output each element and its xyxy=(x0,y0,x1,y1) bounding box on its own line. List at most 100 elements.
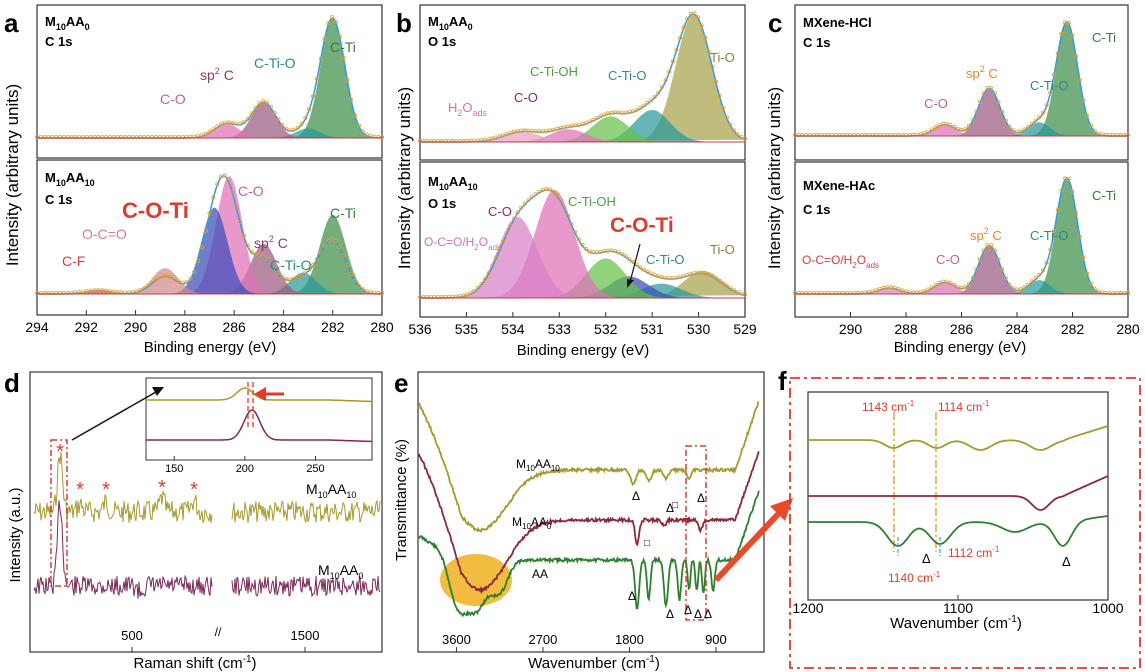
xps-raw-point xyxy=(796,290,801,295)
xps-raw-point xyxy=(743,292,748,297)
xps-raw-point xyxy=(807,290,812,295)
xps-raw-point xyxy=(584,120,589,125)
b-bot-sample: M10AA10 xyxy=(428,174,478,192)
xps-raw-point xyxy=(692,11,697,16)
xps-raw-point xyxy=(356,123,361,128)
b-bot-core: O 1s xyxy=(428,196,456,211)
panel-c: c Intensity (arbitrary units) MXene-HCl … xyxy=(765,4,1140,356)
xps-raw-point xyxy=(926,129,931,134)
xps-raw-point xyxy=(54,134,59,139)
xps-raw-point xyxy=(959,127,964,132)
x-tick-label: 288 xyxy=(173,319,197,335)
ylabel-c: Intensity (arbitrary units) xyxy=(765,87,784,269)
a-bot-lbl-coti: C-O-Ti xyxy=(122,198,189,223)
xps-raw-point xyxy=(1048,247,1053,252)
xps-raw-point xyxy=(314,257,319,262)
xps-raw-point xyxy=(295,275,300,280)
e-lbl-m10aa10: M10AA10 xyxy=(516,457,560,473)
xps-raw-point xyxy=(728,122,733,127)
xps-raw-point xyxy=(978,99,983,104)
xps-raw-point xyxy=(963,127,968,132)
xps-raw-point xyxy=(241,233,246,238)
xps-raw-point xyxy=(941,121,946,126)
xps-raw-point xyxy=(146,283,151,288)
xps-raw-point xyxy=(656,90,661,95)
xps-raw-point xyxy=(703,271,708,276)
xps-raw-point xyxy=(681,274,686,279)
xps-raw-point xyxy=(326,21,331,26)
xps-raw-point xyxy=(616,250,621,255)
xps-raw-point xyxy=(1011,286,1016,291)
f-delta-2: Δ xyxy=(1062,554,1071,569)
xps-raw-point xyxy=(793,132,798,137)
xps-raw-point xyxy=(482,277,487,282)
xps-raw-point xyxy=(638,105,643,110)
xps-raw-point xyxy=(804,132,809,137)
b-arrow-coti xyxy=(629,243,641,283)
xps-raw-point xyxy=(848,290,853,295)
xps-raw-point xyxy=(631,109,636,114)
xps-raw-point xyxy=(602,112,607,117)
frame-a-top xyxy=(36,4,383,159)
xps-raw-point xyxy=(1114,290,1119,295)
panel-letter-e: e xyxy=(394,368,408,398)
xps-raw-point xyxy=(826,290,831,295)
xps-raw-point xyxy=(678,274,683,279)
xps-raw-point xyxy=(627,110,632,115)
xps-raw-point xyxy=(724,283,729,288)
xps-raw-point xyxy=(652,94,657,99)
x-tick-label: 290 xyxy=(839,321,863,337)
xps-raw-point xyxy=(620,251,625,256)
xps-raw-point xyxy=(379,134,384,139)
xps-raw-point xyxy=(176,134,181,139)
b-bot-lbl-ctio: C-Ti-O xyxy=(646,252,685,267)
xps-raw-point xyxy=(1040,268,1045,273)
e-trace-m10aa10 xyxy=(418,401,760,534)
xps-raw-point xyxy=(58,290,63,295)
xps-raw-point xyxy=(573,123,578,128)
xps-raw-point xyxy=(291,276,296,281)
a-bot-lbl-co: C-O xyxy=(238,183,264,199)
xps-peak-c-o xyxy=(795,124,1128,136)
xps-raw-point xyxy=(50,134,55,139)
x-tick-label: 288 xyxy=(894,321,918,337)
d-zoom-arrowhead xyxy=(152,387,164,396)
xps-raw-point xyxy=(261,99,266,104)
xps-raw-point xyxy=(591,117,596,122)
xps-raw-point xyxy=(149,134,154,139)
xps-raw-point xyxy=(230,120,235,125)
xps-raw-point xyxy=(963,284,968,289)
xps-raw-point xyxy=(226,120,231,125)
xps-raw-point xyxy=(922,131,927,136)
x-tick-label: 294 xyxy=(25,319,49,335)
xps-raw-point xyxy=(652,272,657,277)
f-lbl-1143: 1143 cm-1 xyxy=(862,399,915,414)
xps-raw-point xyxy=(1055,207,1060,212)
xps-raw-point xyxy=(1092,286,1097,291)
xps-raw-point xyxy=(670,275,675,280)
xps-raw-point xyxy=(88,134,93,139)
xps-raw-point xyxy=(88,288,93,293)
xps-raw-point xyxy=(659,275,664,280)
xps-raw-point xyxy=(966,124,971,129)
a-top-sample: M10AA0 xyxy=(45,14,90,32)
xps-raw-point xyxy=(1081,98,1086,103)
xps-raw-point xyxy=(696,15,701,20)
xps-raw-point xyxy=(238,220,243,225)
xps-peak-o-c-o-h2oads xyxy=(420,217,745,298)
xps-raw-point xyxy=(721,105,726,110)
b-bot-lbl-ocoh2o: O-C=O/H2Oads xyxy=(424,235,501,252)
x-tick-label: 529 xyxy=(733,321,757,337)
xps-raw-point xyxy=(81,134,86,139)
xps-raw-point xyxy=(284,126,289,131)
xps-raw-point xyxy=(933,282,938,287)
xps-raw-point xyxy=(130,134,135,139)
xps-raw-point xyxy=(307,107,312,112)
d-inset-xticks: 150 200 250 xyxy=(165,456,325,475)
e-delta-7: Δ xyxy=(694,607,702,621)
d-zoom-arrow xyxy=(71,391,157,441)
xps-raw-point xyxy=(833,290,838,295)
xps-raw-point xyxy=(1107,132,1112,137)
xps-raw-point xyxy=(482,137,487,142)
f-xticks: 1200 1100 1000 xyxy=(792,595,1124,616)
